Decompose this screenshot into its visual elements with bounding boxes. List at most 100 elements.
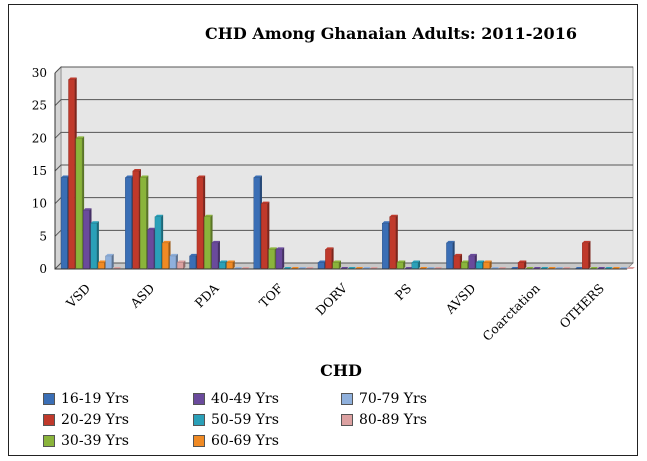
bar (218, 260, 228, 270)
bar-face (105, 255, 112, 270)
x-tick-label: AVSD (442, 281, 479, 318)
bar (105, 253, 114, 270)
bar-top (189, 253, 198, 256)
bar-face (196, 177, 204, 270)
bar-side (183, 260, 186, 269)
gridline (54, 131, 633, 139)
bar (75, 136, 85, 270)
bar-top (169, 253, 178, 256)
bar-top (98, 260, 107, 263)
bar-face (453, 255, 461, 270)
bar-face (60, 177, 68, 270)
legend-label: 70-79 Yrs (359, 391, 427, 407)
bar-face (226, 262, 233, 270)
bar (468, 253, 477, 270)
bar (97, 260, 107, 270)
bar (154, 214, 164, 270)
bar-top (147, 227, 156, 230)
bar-top (446, 240, 455, 243)
bar-top (125, 175, 134, 178)
y-tick-label: 25 (32, 99, 47, 113)
bar-side (403, 260, 406, 269)
x-axis-title: CHD (320, 361, 362, 380)
bar-face (204, 216, 211, 270)
legend-item: 50-59 Yrs (193, 412, 279, 428)
x-tick-label: VSD (62, 281, 93, 312)
bar-face (332, 262, 340, 270)
bar (83, 208, 92, 270)
bar-top (154, 214, 164, 217)
legend-swatch (193, 393, 205, 405)
bar (68, 77, 77, 270)
bar-face (260, 203, 268, 270)
y-tick-label: 10 (32, 197, 47, 211)
bar-top (204, 214, 213, 217)
bar-top (626, 267, 635, 269)
x-tick-label: TOF (256, 280, 286, 310)
legend-swatch (193, 435, 205, 447)
bar-face (211, 242, 219, 270)
bar-side (489, 260, 492, 269)
bar-face (147, 229, 154, 270)
y-tick-label: 20 (32, 131, 47, 145)
bar-side (232, 260, 235, 269)
bar-face (139, 177, 147, 270)
bar-face (75, 138, 83, 270)
bar-face (483, 262, 490, 270)
bar-face (162, 242, 169, 270)
bar-face (125, 177, 132, 270)
bar-face (411, 262, 419, 270)
bar-top (83, 208, 92, 211)
bar-top (132, 169, 141, 171)
bar-top (140, 175, 149, 178)
x-tick-label: ASD (127, 281, 158, 312)
y-tick-label: 30 (32, 66, 47, 80)
legend-swatch (341, 393, 353, 405)
bar-chart: CHD Among Ghanaian Adults: 2011-2016 0 5 1… (32, 24, 635, 380)
bar-side (395, 214, 398, 269)
bar-side (282, 247, 285, 269)
legend-item: 80-89 Yrs (341, 412, 427, 428)
legend-item: 40-49 Yrs (193, 391, 279, 407)
bar-face (132, 170, 140, 270)
bar-face (517, 262, 525, 270)
bar-face (275, 249, 283, 270)
bar-face (325, 249, 332, 270)
bar (461, 260, 470, 270)
gridline (54, 66, 633, 74)
bar-top (582, 240, 591, 243)
bar (176, 260, 186, 270)
bar (169, 253, 178, 270)
bar-side (96, 221, 99, 269)
legend-label: 80-89 Yrs (359, 412, 427, 428)
legend-swatch (193, 414, 205, 426)
bar-side (217, 240, 220, 269)
bar-face (461, 262, 468, 270)
bar (147, 227, 156, 270)
legend-label: 20-29 Yrs (61, 412, 129, 428)
bar-top (196, 175, 206, 178)
bar-top (332, 260, 341, 263)
bar-face (396, 262, 404, 270)
y-tick-label: 0 (39, 262, 47, 276)
x-tick-label: PDA (192, 280, 223, 311)
bar (325, 247, 334, 270)
bar-top (411, 260, 421, 263)
bar (483, 260, 492, 270)
bar-face (68, 79, 75, 270)
bar-face (268, 249, 275, 270)
bar-face (582, 242, 589, 270)
gridline (54, 99, 633, 107)
bar-top (389, 214, 398, 217)
bar (196, 175, 206, 270)
bar-face (475, 262, 483, 270)
bar-side (339, 260, 341, 269)
bar-face (253, 177, 261, 270)
bar (517, 260, 527, 270)
chart-frame: CHD Among Ghanaian Adults: 2011-2016 0 5 1… (8, 4, 638, 456)
x-tick-label: DORV (312, 280, 350, 318)
bar (260, 201, 270, 270)
legend-item: 70-79 Yrs (341, 391, 427, 407)
bar-face (189, 255, 196, 270)
bar (317, 260, 327, 270)
